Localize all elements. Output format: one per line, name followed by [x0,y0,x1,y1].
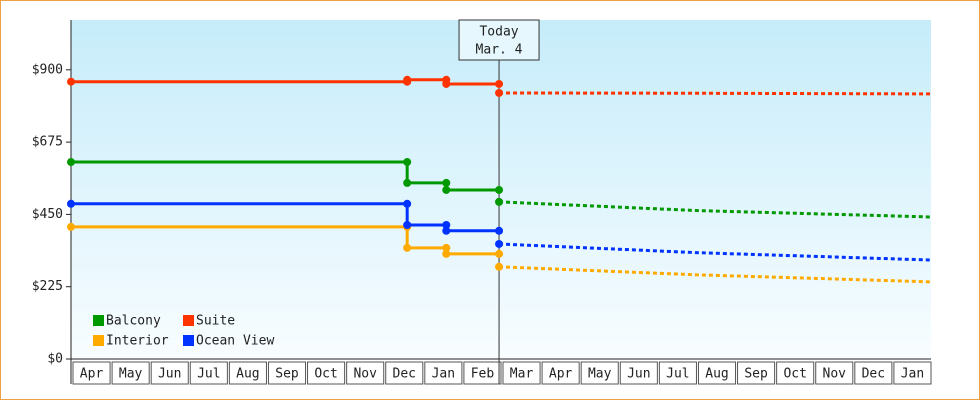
price-line [71,202,500,233]
month-box [385,361,424,385]
month-box [776,361,815,385]
price-dot [403,178,412,187]
x-tick-label: Jan [901,367,924,382]
x-tick-label: Sep [275,367,299,382]
price-dot [67,158,75,167]
month-box [189,361,228,385]
month-box [854,361,893,385]
price-dot [403,158,412,167]
price-dot [442,226,451,235]
price-dot [403,221,412,230]
month-box [346,361,385,385]
month-box [424,361,463,385]
month-box [541,361,580,385]
month-box [267,361,307,385]
month-box [737,361,776,385]
legend-label: Balcony [106,314,161,329]
forecast-line [498,265,932,284]
x-tick-label: Nov [823,367,847,382]
forecast-line [498,200,932,219]
price-line [71,225,500,256]
month-box [307,361,346,385]
price-dot [442,178,451,187]
x-tick-label: May [119,367,143,382]
x-tick-label: May [588,367,612,382]
legend-label: Suite [196,314,235,329]
x-tick-label: Feb [471,367,495,382]
forecast-line [498,242,932,262]
x-tick-label: Oct [783,367,806,382]
price-dot [495,79,504,88]
today-label: Mar. 4 [476,43,523,58]
x-tick-label: Sep [744,367,768,382]
x-tick-label: Aug [705,367,728,382]
legend-swatch [183,335,194,346]
forecast-dot [495,262,504,271]
price-dot [495,185,504,194]
x-tick-label: Jul [666,367,689,382]
price-dot [442,243,451,252]
today-label: Today [479,25,518,40]
forecast-dot [495,197,504,206]
month-box [580,361,619,385]
x-tick-label: Oct [314,367,337,382]
legend-label: Interior [106,334,169,349]
price-dot [442,249,451,258]
month-box [619,361,658,385]
forecast-line [499,91,932,96]
forecast-dot [495,239,504,248]
price-dot [67,77,75,86]
month-box [658,361,697,385]
price-dot [442,185,451,194]
y-tick-label: $0 [47,352,63,367]
forecast-dot [495,88,504,97]
price-dot [403,75,412,84]
price-dot [495,249,504,258]
y-tick-label: $225 [32,279,63,294]
month-box [697,361,737,385]
x-tick-label: Aug [236,367,259,382]
price-line [71,160,500,192]
x-tick-label: Jun [158,367,181,382]
today-box [458,19,540,61]
x-tick-label: Mar [510,367,534,382]
price-dot [442,79,451,88]
month-box [893,361,932,385]
y-tick-label: $450 [32,207,63,222]
month-box [463,361,502,385]
y-tick-label: $900 [32,62,63,77]
x-tick-label: Jan [432,367,455,382]
legend-label: Ocean View [196,334,274,349]
price-dot [403,199,412,208]
x-tick-label: Jun [627,367,650,382]
price-line [71,78,500,86]
price-dot [67,222,75,231]
legend-swatch [93,335,104,346]
x-tick-label: Apr [80,367,104,382]
x-tick-label: Jul [197,367,220,382]
price-dot [495,226,504,235]
x-tick-label: Dec [393,367,416,382]
month-box [72,361,111,385]
legend-swatch [93,315,104,326]
x-tick-label: Dec [862,367,885,382]
month-box [228,361,267,385]
month-box [815,361,854,385]
price-dot [67,199,75,208]
month-box [111,361,150,385]
legend-swatch [183,315,194,326]
y-tick-label: $675 [32,135,63,150]
month-box [150,361,189,385]
price-dot [442,221,451,230]
month-box [502,361,541,385]
x-tick-label: Nov [353,367,377,382]
x-tick-label: Apr [549,367,573,382]
price-dot [403,243,412,252]
